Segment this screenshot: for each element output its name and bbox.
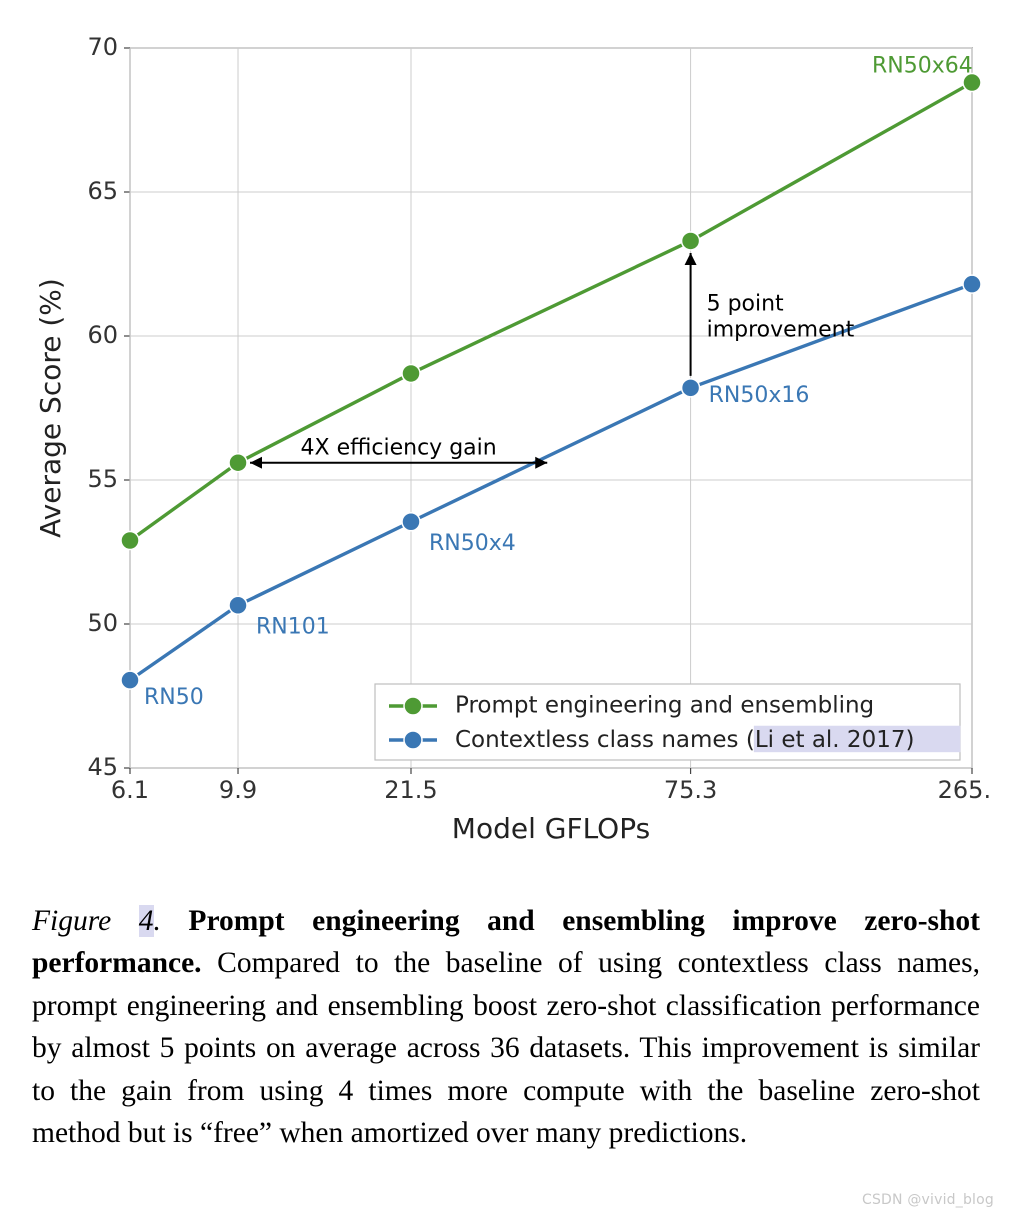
svg-text:RN101: RN101: [256, 614, 330, 639]
figure-label: Figure 4.: [32, 905, 188, 937]
svg-text:Contextless class names (Li et: Contextless class names (Li et al. 2017): [455, 727, 914, 753]
figure-number: 4: [139, 905, 154, 937]
page-root: 4550556065706.19.921.575.3265.9Model GFL…: [0, 0, 1012, 1222]
svg-text:Average Score (%): Average Score (%): [34, 278, 67, 538]
svg-text:65: 65: [87, 177, 118, 205]
svg-text:6.1: 6.1: [111, 776, 149, 804]
svg-text:RN50x16: RN50x16: [709, 383, 810, 408]
svg-text:70: 70: [87, 33, 118, 61]
figure-caption: Figure 4. Prompt engineering and ensembl…: [32, 900, 980, 1155]
svg-text:Prompt engineering and ensembl: Prompt engineering and ensembling: [455, 693, 874, 719]
svg-text:75.3: 75.3: [664, 776, 717, 804]
svg-text:21.5: 21.5: [384, 776, 437, 804]
svg-text:9.9: 9.9: [219, 776, 257, 804]
svg-text:4X efficiency gain: 4X efficiency gain: [301, 436, 497, 461]
svg-text:Model GFLOPs: Model GFLOPs: [452, 812, 650, 845]
figure-word: Figure: [32, 905, 111, 937]
svg-text:60: 60: [87, 321, 118, 349]
svg-text:RN50: RN50: [144, 685, 204, 710]
chart-container: 4550556065706.19.921.575.3265.9Model GFL…: [20, 20, 992, 850]
svg-text:RN50x4: RN50x4: [429, 531, 516, 556]
chart-svg: 4550556065706.19.921.575.3265.9Model GFL…: [20, 20, 992, 850]
svg-text:50: 50: [87, 609, 118, 637]
watermark: CSDN @vivid_blog: [862, 1192, 994, 1208]
svg-text:RN50x64: RN50x64: [872, 54, 973, 79]
svg-text:improvement: improvement: [707, 317, 855, 342]
svg-text:5 point: 5 point: [707, 291, 784, 316]
svg-text:55: 55: [87, 465, 118, 493]
svg-text:265.9: 265.9: [938, 776, 992, 804]
